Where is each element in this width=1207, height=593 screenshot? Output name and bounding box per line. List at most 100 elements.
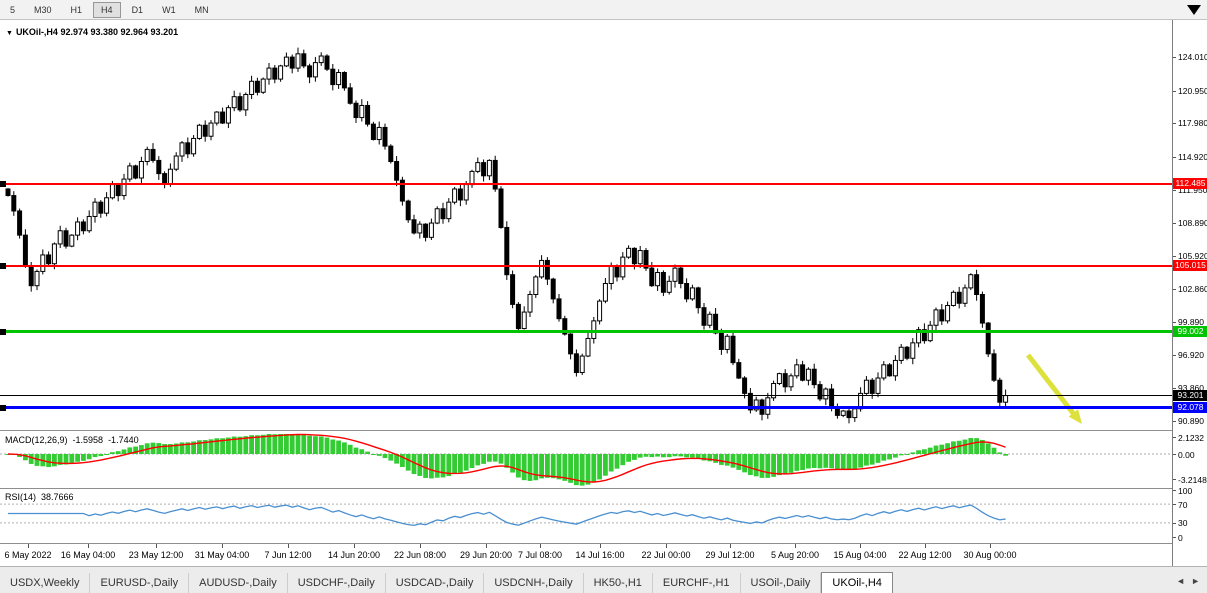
candle-body [179,142,185,157]
macd-chart[interactable] [0,432,1172,488]
candle-body [568,333,574,355]
panel-splitter[interactable] [0,430,1207,431]
macd-histogram-bar [133,446,138,454]
candle-body [846,410,852,419]
candle-body [376,126,382,141]
macd-histogram-bar [817,454,823,469]
macd-histogram-bar [823,454,829,468]
price-tag-112.485: 112.485 [1173,178,1207,190]
candle-body [69,234,75,247]
candle-body [121,178,127,197]
macd-histogram-bar [208,439,214,454]
tab-usdx-weekly[interactable]: USDX,Weekly [0,573,91,593]
timeframe-button-5[interactable]: 5 [10,4,16,15]
macd-histogram-bar [365,451,370,454]
timeframe-button-m30[interactable]: M30 [34,4,52,15]
macd-histogram-bar [446,454,452,477]
macd-histogram-bar [1003,454,1008,456]
price-tick-label: 114.920 [1178,151,1207,162]
candle-body [904,346,910,359]
hline-99.002[interactable] [0,330,1172,334]
candle-body [347,87,353,104]
macd-scale-mark [1173,454,1176,455]
macd-histogram-bar [591,454,597,483]
annotation-arrow-head[interactable] [1068,409,1082,424]
price-tick-label: 99.890 [1178,317,1204,328]
tab-usdcad-daily[interactable]: USDCAD-,Daily [386,573,485,593]
timeframe-button-d1[interactable]: D1 [131,4,144,15]
hline-92.078[interactable] [0,406,1172,410]
tabs-scroll-left-icon[interactable]: ◄ [1176,576,1186,586]
hline-anchor-marker[interactable] [0,262,6,269]
candle-body [626,247,632,258]
rsi-level-mark [1173,537,1176,538]
price-axis[interactable]: 124.010 120.950 117.980 114.920 111.950 108.8… [1172,20,1207,566]
rsi-chart[interactable] [0,489,1172,543]
candle-body [220,111,226,124]
candle-body [63,230,69,247]
hline-93.201[interactable] [0,395,1172,397]
panel-splitter[interactable] [0,543,1207,544]
tab-eurchf-h1[interactable]: EURCHF-,H1 [653,573,741,593]
timeframe-button-h1[interactable]: H1 [70,4,83,15]
candle-body [614,265,620,278]
toolbar-more-icon[interactable] [1187,5,1201,15]
candle-body [811,368,817,386]
price-chart-area[interactable]: ▼ UKOil-,H4 92.974 93.380 92.964 93.201 [0,20,1172,430]
panel-splitter[interactable] [0,488,1207,489]
candle-body [637,250,643,265]
candle-body [991,353,997,381]
timeframe-button-w1[interactable]: W1 [162,4,176,15]
macd-histogram-bar [800,454,805,470]
tab-eurusd-daily[interactable]: EURUSD-,Daily [90,573,190,593]
macd-histogram-bar [922,449,927,454]
tab-ukoil-h4[interactable]: UKOil-,H4 [821,572,893,593]
macd-histogram-bar [562,454,568,481]
candle-body [138,161,144,179]
macd-histogram-bar [939,444,945,454]
candle-body [655,272,661,287]
tab-usdchf-daily[interactable]: USDCHF-,Daily [288,573,386,593]
hline-anchor-marker[interactable] [0,328,6,335]
time-axis[interactable]: 6 May 2022 16 May 04:00 23 May 12:00 31 May… [0,544,1172,566]
symbol-dropdown-icon[interactable]: ▼ [6,30,13,37]
hline-112.485[interactable] [0,182,1172,185]
candle-body [933,309,939,326]
macd-histogram-bar [684,454,689,458]
tabs-scroll-right-icon[interactable]: ► [1191,576,1200,586]
timeframe-button-h4[interactable]: H4 [93,1,121,18]
candle-body [388,145,394,163]
tab-usoil-daily[interactable]: USOil-,Daily [741,573,822,593]
candle-body [724,335,730,350]
tab-hk50-h1[interactable]: HK50-,H1 [584,573,653,593]
candle-body [997,379,1003,403]
candle-body [382,126,388,147]
candle-body [742,377,748,394]
hline-105.015[interactable] [0,264,1172,267]
candle-body [22,234,28,267]
timeframe-button-mn[interactable]: MN [194,4,209,15]
macd-histogram-bar [237,436,243,454]
candle-body [875,377,881,394]
hline-anchor-marker[interactable] [0,404,6,411]
macd-histogram-bar [347,444,353,454]
hline-anchor-marker[interactable] [0,180,6,187]
candle-body [324,55,330,70]
candle-body [684,283,690,300]
price-tick-mark [1173,223,1176,225]
tab-audusd-daily[interactable]: AUDUSD-,Daily [189,573,288,593]
time-label: 7 Jul 08:00 [517,550,563,560]
macd-histogram-bar [301,434,307,454]
macd-histogram-bar [330,439,336,454]
candle-body [747,392,753,411]
rsi-level-label: 70 [1178,499,1188,510]
macd-histogram-bar [521,454,527,481]
macd-histogram-bar [753,454,759,477]
tab-usdcnh-daily[interactable]: USDCNH-,Daily [484,573,584,593]
macd-histogram-bar [864,454,869,466]
macd-histogram-bar [371,454,376,455]
candle-body [730,335,736,364]
candlestick-chart[interactable] [0,20,1172,430]
macd-histogram-bar [661,454,666,458]
macd-histogram-bar [411,454,417,475]
